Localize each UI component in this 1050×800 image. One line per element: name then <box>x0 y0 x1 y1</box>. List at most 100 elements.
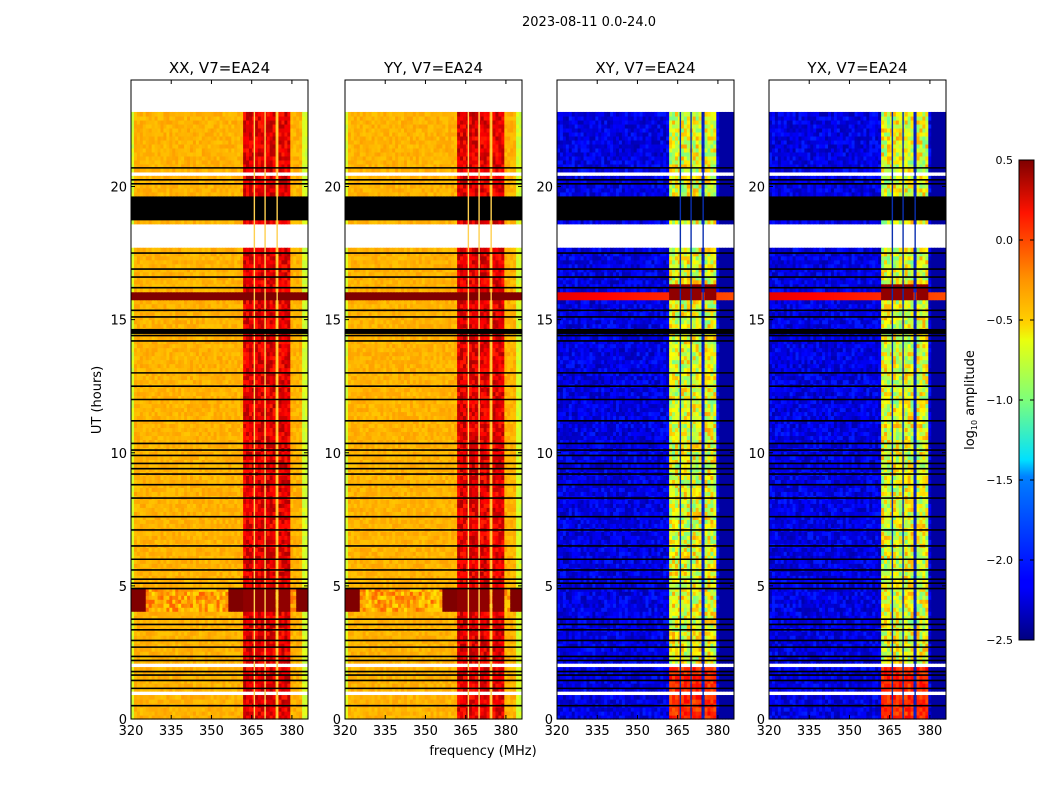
heatmap-cell <box>237 380 240 385</box>
heatmap-cell <box>199 491 202 496</box>
heatmap-cell <box>184 435 187 440</box>
heatmap-cell <box>234 507 237 512</box>
heatmap-cell <box>202 503 205 508</box>
heatmap-cell <box>161 523 164 528</box>
heatmap-cell <box>166 499 169 504</box>
heatmap-cell <box>279 423 282 428</box>
heatmap-cell <box>258 539 261 544</box>
heatmap-cell <box>193 407 196 412</box>
heatmap-cell <box>243 599 246 604</box>
heatmap-cell <box>172 475 175 480</box>
heatmap-cell <box>237 491 240 496</box>
heatmap-cell <box>205 563 208 568</box>
heatmap-cell <box>211 407 214 412</box>
heatmap-cell <box>202 599 205 604</box>
heatmap-cell <box>299 599 302 604</box>
heatmap-cell <box>302 707 305 712</box>
heatmap-cell <box>152 695 155 700</box>
heatmap-cell <box>293 651 296 656</box>
heatmap-cell <box>214 407 217 412</box>
heatmap-cell <box>299 519 302 524</box>
heatmap-cell <box>161 547 164 552</box>
heatmap-cell <box>205 539 208 544</box>
heatmap-cell <box>155 531 158 536</box>
heatmap-cell <box>134 635 137 640</box>
heatmap-cell <box>190 388 193 393</box>
heatmap-cell <box>211 695 214 700</box>
heatmap-cell <box>140 695 143 700</box>
heatmap-cell <box>137 651 140 656</box>
heatmap-cell <box>299 631 302 636</box>
heatmap-cell <box>131 551 134 556</box>
heatmap-cell <box>205 499 208 504</box>
heatmap-cell <box>246 711 249 716</box>
heatmap-cell <box>146 435 149 440</box>
heatmap-cell <box>237 711 240 716</box>
heatmap-cell <box>134 539 137 544</box>
heatmap-cell <box>184 503 187 508</box>
heatmap-cell <box>158 499 161 504</box>
heatmap-cell <box>296 711 299 716</box>
heatmap-cell <box>196 403 199 408</box>
heatmap-cell <box>222 519 225 524</box>
heatmap-cell <box>152 523 155 528</box>
heatmap-cell <box>214 411 217 416</box>
heatmap-cell <box>234 699 237 704</box>
heatmap-cell <box>202 427 205 432</box>
heatmap-cell <box>137 571 140 576</box>
heatmap-cell <box>220 683 223 688</box>
heatmap-cell <box>296 635 299 640</box>
heatmap-cell <box>214 603 217 608</box>
heatmap-cell <box>217 487 220 492</box>
heatmap-cell <box>284 611 287 616</box>
heatmap-cell <box>149 519 152 524</box>
heatmap-cell <box>214 591 217 596</box>
heatmap-cell <box>228 611 231 616</box>
heatmap-cell <box>199 535 202 540</box>
heatmap-cell <box>202 392 205 397</box>
heatmap-cell <box>190 407 193 412</box>
heatmap-cell <box>190 392 193 397</box>
heatmap-cell <box>172 503 175 508</box>
heatmap-cell <box>175 423 178 428</box>
heatmap-cell <box>290 595 293 600</box>
heatmap-cell <box>225 563 228 568</box>
heatmap-cell <box>211 551 214 556</box>
heatmap-cell <box>131 507 134 512</box>
heatmap-cell <box>299 479 302 484</box>
heatmap-cell <box>152 519 155 524</box>
heatmap-cell <box>184 519 187 524</box>
heatmap-cell <box>255 479 258 484</box>
heatmap-cell <box>158 507 161 512</box>
heatmap-cell <box>202 523 205 528</box>
heatmap-cell <box>231 423 234 428</box>
heatmap-cell <box>284 499 287 504</box>
heatmap-cell <box>166 519 169 524</box>
heatmap-cell <box>181 511 184 516</box>
heatmap-cell <box>217 511 220 516</box>
heatmap-cell <box>222 603 225 608</box>
heatmap-cell <box>290 380 293 385</box>
heatmap-cell <box>293 611 296 616</box>
heatmap-cell <box>184 651 187 656</box>
heatmap-cell <box>152 599 155 604</box>
heatmap-cell <box>146 503 149 508</box>
heatmap-cell <box>140 407 143 412</box>
heatmap-cell <box>161 427 164 432</box>
heatmap-cell <box>273 523 276 528</box>
heatmap-cell <box>225 392 228 397</box>
heatmap-cell <box>146 607 149 612</box>
heatmap-cell <box>134 711 137 716</box>
heatmap-cell <box>193 431 196 436</box>
heatmap-cell <box>149 380 152 385</box>
heatmap-cell <box>220 603 223 608</box>
heatmap-cell <box>202 631 205 636</box>
heatmap-cell <box>181 603 184 608</box>
heatmap-cell <box>134 603 137 608</box>
heatmap-cell <box>146 507 149 512</box>
heatmap-cell <box>225 651 228 656</box>
heatmap-cell <box>137 603 140 608</box>
heatmap-cell <box>140 423 143 428</box>
heatmap-cell <box>246 631 249 636</box>
heatmap-cell <box>158 479 161 484</box>
